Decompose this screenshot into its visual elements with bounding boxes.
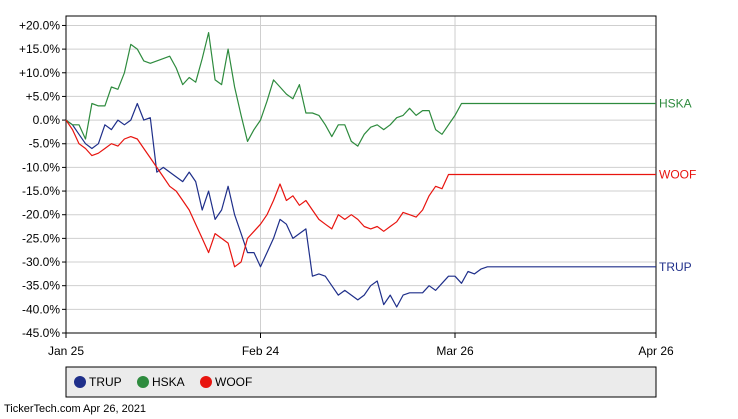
- end-label-woof: WOOF: [659, 168, 696, 182]
- y-tick-label: -45.0%: [22, 326, 60, 340]
- x-tick-label: Feb 24: [242, 344, 280, 358]
- y-tick-label: -30.0%: [22, 255, 60, 269]
- series-lines: [65, 31, 656, 308]
- x-axis: Jan 25 Feb 24 Mar 26 Apr 26: [48, 333, 674, 358]
- y-tick-label: -15.0%: [22, 184, 60, 198]
- y-tick-label: -40.0%: [22, 302, 60, 316]
- series-end-labels: TRUP HSKA WOOF: [659, 97, 696, 274]
- legend-label-hska: HSKA: [152, 375, 185, 389]
- legend: TRUP HSKA WOOF: [65, 366, 657, 398]
- series-line-hska: [65, 31, 656, 147]
- y-tick-label: -10.0%: [22, 160, 60, 174]
- footer-credit: TickerTech.com Apr 26, 2021: [4, 403, 147, 415]
- y-tick-label: 0.0%: [33, 113, 61, 127]
- legend-label-woof: WOOF: [215, 375, 252, 389]
- y-tick-label: +5.0%: [26, 89, 61, 103]
- y-axis: +20.0% +15.0% +10.0% +5.0% 0.0% -5.0% -10.0% -1…: [19, 18, 66, 340]
- legend-marker-woof: [200, 376, 212, 388]
- chart: +20.0% +15.0% +10.0% +5.0% 0.0% -5.0% -10.0% -1…: [19, 15, 696, 398]
- x-tick-label: Apr 26: [638, 344, 674, 358]
- legend-marker-trup: [74, 376, 86, 388]
- y-tick-label: -5.0%: [29, 137, 61, 151]
- legend-box: [65, 366, 657, 398]
- legend-marker-hska: [137, 376, 149, 388]
- y-tick-label: +10.0%: [19, 66, 60, 80]
- y-tick-label: -35.0%: [22, 279, 60, 293]
- y-tick-label: -20.0%: [22, 208, 60, 222]
- legend-label-trup: TRUP: [89, 375, 122, 389]
- y-tick-label: -25.0%: [22, 231, 60, 245]
- end-label-hska: HSKA: [659, 97, 692, 111]
- end-label-trup: TRUP: [659, 260, 692, 274]
- series-line-trup: [65, 102, 656, 308]
- y-tick-label: +15.0%: [19, 42, 60, 56]
- x-tick-label: Mar 26: [436, 344, 474, 358]
- x-tick-label: Jan 25: [48, 344, 84, 358]
- y-tick-label: +20.0%: [19, 18, 60, 32]
- series-line-woof: [65, 119, 656, 268]
